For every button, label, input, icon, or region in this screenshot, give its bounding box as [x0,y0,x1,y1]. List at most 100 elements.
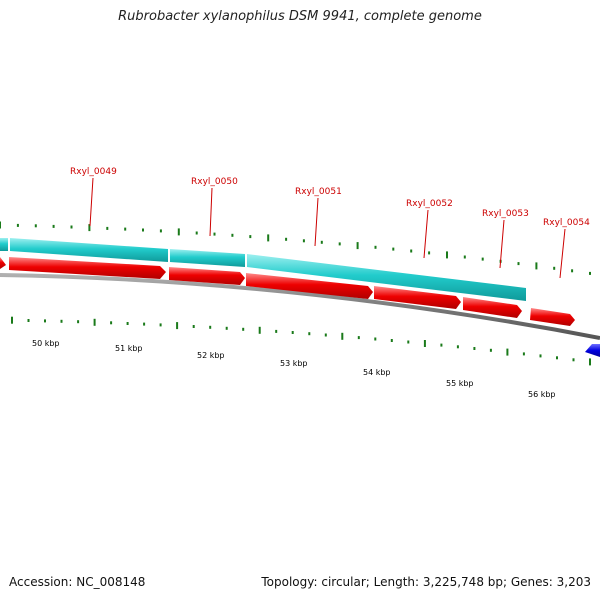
gene-label-leaders [89,177,566,279]
outer-tick [446,251,448,259]
gene-segment [0,238,8,251]
inner-tick [473,347,476,350]
cds-arrows [0,257,575,326]
cds-arrow [530,308,575,326]
outer-tick [481,257,484,261]
outer-tick [463,255,466,259]
outer-tick [410,249,413,253]
inner-tick [291,331,294,334]
kbp-label: 51 kbp [115,344,143,353]
outer-tick [285,237,288,241]
outer-tick [231,233,234,237]
gene-label: Rxyl_0050 [191,177,238,187]
kbp-label: 55 kbp [446,379,474,388]
gene-segment [170,249,245,267]
inner-tick [324,333,327,337]
outer-tick [52,224,55,228]
inner-tick [407,340,410,344]
outer-tick [517,262,520,266]
outer-tick [16,223,19,227]
map-title: Rubrobacter xylanophilus DSM 9941, compl… [118,9,482,24]
blue-feature [585,344,600,357]
cds-arrow [374,286,461,309]
leader-line [89,177,94,227]
inner-tick [390,339,393,342]
outer-tick [142,228,144,232]
inner-tick [44,319,46,323]
inner-tick-row [11,316,591,366]
outer-tick [302,239,305,243]
outer-tick [338,242,341,246]
outer-tick [535,262,538,270]
inner-tick [27,319,30,322]
inner-tick [258,326,261,334]
outer-tick [177,228,180,236]
outer-tick [571,269,574,273]
inner-tick [93,318,96,326]
outer-tick [428,251,431,255]
outer-tick [159,229,162,233]
inner-tick [308,332,311,336]
gene-label: Rxyl_0051 [295,187,342,197]
gene-segment [10,238,168,262]
inner-tick [556,356,558,360]
gene-band [0,238,526,301]
outer-tick [0,221,1,229]
inner-tick [110,321,113,325]
outer-tick [70,225,73,229]
inner-tick [77,320,80,324]
inner-tick [440,343,443,347]
inner-tick [423,340,426,347]
kbp-label: 56 kbp [528,390,556,399]
leader-line [499,219,505,269]
inner-tick [242,327,245,331]
inner-tick [506,348,509,356]
gene-segment [247,254,526,301]
kbp-label: 54 kbp [363,368,391,377]
kbp-label: 52 kbp [197,351,225,360]
leader-line [559,228,566,279]
inner-tick [489,348,492,352]
inner-tick [572,358,575,362]
gene-label: Rxyl_0052 [406,199,453,209]
outer-tick-row [0,221,591,275]
outer-tick [589,271,591,275]
outer-tick [106,226,109,230]
leader-line [314,197,319,247]
inner-tick [589,358,591,366]
inner-tick [522,352,525,356]
inner-tick [357,336,360,340]
summary-text: Topology: circular; Length: 3,225,748 bp… [261,575,591,589]
inner-tick [341,332,344,340]
outer-tick [195,231,198,235]
cds-arrow [9,257,166,279]
inner-tick [159,323,162,327]
inner-tick [209,325,212,329]
inner-tick [192,325,195,328]
outer-tick [392,247,395,251]
outer-tick [374,245,377,249]
inner-tick [60,319,63,323]
accession-text: Accession: NC_008148 [9,575,146,589]
cds-arrow [246,273,373,299]
gene-label: Rxyl_0049 [70,167,117,177]
inner-tick [456,345,459,349]
outer-tick [88,224,91,232]
inner-tick [11,316,13,324]
inner-tick [374,337,377,341]
leader-line [209,187,213,237]
gene-label: Rxyl_0053 [482,209,529,219]
cds-arrow [463,297,522,318]
leader-line [423,209,429,259]
outer-tick [249,235,252,239]
cds-arrow [0,257,6,269]
kbp-label: 53 kbp [280,359,308,368]
outer-tick [267,234,270,242]
genome-backbone [0,273,600,340]
inner-tick [176,322,179,330]
cds-arrow [169,267,245,285]
outer-tick [553,266,556,270]
inner-tick [539,354,542,358]
inner-tick [275,329,278,333]
